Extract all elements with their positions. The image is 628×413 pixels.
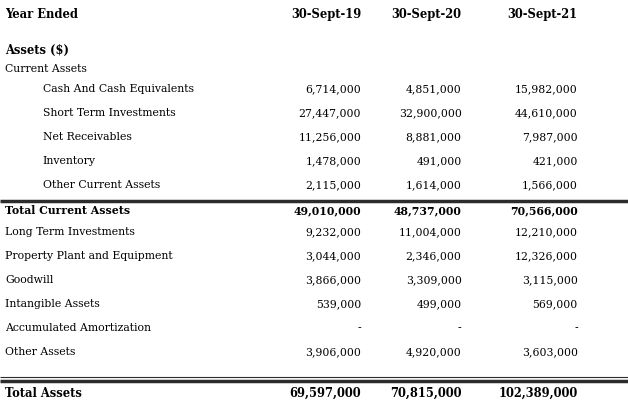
Text: -: - <box>357 323 361 333</box>
Text: 3,866,000: 3,866,000 <box>305 275 361 285</box>
Text: 6,714,000: 6,714,000 <box>305 84 361 94</box>
Text: 3,115,000: 3,115,000 <box>522 275 578 285</box>
Text: Property Plant and Equipment: Property Plant and Equipment <box>5 251 173 261</box>
Text: 499,000: 499,000 <box>416 299 462 309</box>
Text: Cash And Cash Equivalents: Cash And Cash Equivalents <box>43 84 193 94</box>
Text: 15,982,000: 15,982,000 <box>515 84 578 94</box>
Text: 2,115,000: 2,115,000 <box>305 180 361 190</box>
Text: 102,389,000: 102,389,000 <box>499 387 578 400</box>
Text: 4,920,000: 4,920,000 <box>406 347 462 357</box>
Text: 3,603,000: 3,603,000 <box>522 347 578 357</box>
Text: 44,610,000: 44,610,000 <box>515 108 578 118</box>
Text: 27,447,000: 27,447,000 <box>298 108 361 118</box>
Text: Long Term Investments: Long Term Investments <box>5 227 135 237</box>
Text: 69,597,000: 69,597,000 <box>290 387 361 400</box>
Text: Other Assets: Other Assets <box>5 347 75 357</box>
Text: 12,210,000: 12,210,000 <box>515 227 578 237</box>
Text: Net Receivables: Net Receivables <box>43 132 132 142</box>
Text: 70,566,000: 70,566,000 <box>510 205 578 216</box>
Text: Total Current Assets: Total Current Assets <box>5 205 130 216</box>
Text: 11,004,000: 11,004,000 <box>399 227 462 237</box>
Text: -: - <box>458 323 462 333</box>
Text: 30-Sept-20: 30-Sept-20 <box>392 8 462 21</box>
Text: 70,815,000: 70,815,000 <box>390 387 462 400</box>
Text: 491,000: 491,000 <box>416 156 462 166</box>
Text: 7,987,000: 7,987,000 <box>522 132 578 142</box>
Text: 539,000: 539,000 <box>316 299 361 309</box>
Text: 30-Sept-21: 30-Sept-21 <box>507 8 578 21</box>
Text: 9,232,000: 9,232,000 <box>305 227 361 237</box>
Text: 8,881,000: 8,881,000 <box>406 132 462 142</box>
Text: 2,346,000: 2,346,000 <box>406 251 462 261</box>
Text: Assets ($): Assets ($) <box>5 44 69 57</box>
Text: 1,566,000: 1,566,000 <box>522 180 578 190</box>
Text: Other Current Assets: Other Current Assets <box>43 180 160 190</box>
Text: 32,900,000: 32,900,000 <box>399 108 462 118</box>
Text: Inventory: Inventory <box>43 156 95 166</box>
Text: Goodwill: Goodwill <box>5 275 53 285</box>
Text: 48,737,000: 48,737,000 <box>394 205 462 216</box>
Text: 1,478,000: 1,478,000 <box>305 156 361 166</box>
Text: Year Ended: Year Ended <box>5 8 78 21</box>
Text: Accumulated Amortization: Accumulated Amortization <box>5 323 151 333</box>
Text: 11,256,000: 11,256,000 <box>298 132 361 142</box>
Text: Total Assets: Total Assets <box>5 387 82 400</box>
Text: 30-Sept-19: 30-Sept-19 <box>291 8 361 21</box>
Text: 421,000: 421,000 <box>533 156 578 166</box>
Text: Short Term Investments: Short Term Investments <box>43 108 175 118</box>
Text: 4,851,000: 4,851,000 <box>406 84 462 94</box>
Text: 3,044,000: 3,044,000 <box>305 251 361 261</box>
Text: Current Assets: Current Assets <box>5 64 87 74</box>
Text: 3,906,000: 3,906,000 <box>305 347 361 357</box>
Text: 569,000: 569,000 <box>533 299 578 309</box>
Text: Intangible Assets: Intangible Assets <box>5 299 100 309</box>
Text: 12,326,000: 12,326,000 <box>515 251 578 261</box>
Text: -: - <box>574 323 578 333</box>
Text: 1,614,000: 1,614,000 <box>406 180 462 190</box>
Text: 3,309,000: 3,309,000 <box>406 275 462 285</box>
Text: 49,010,000: 49,010,000 <box>293 205 361 216</box>
